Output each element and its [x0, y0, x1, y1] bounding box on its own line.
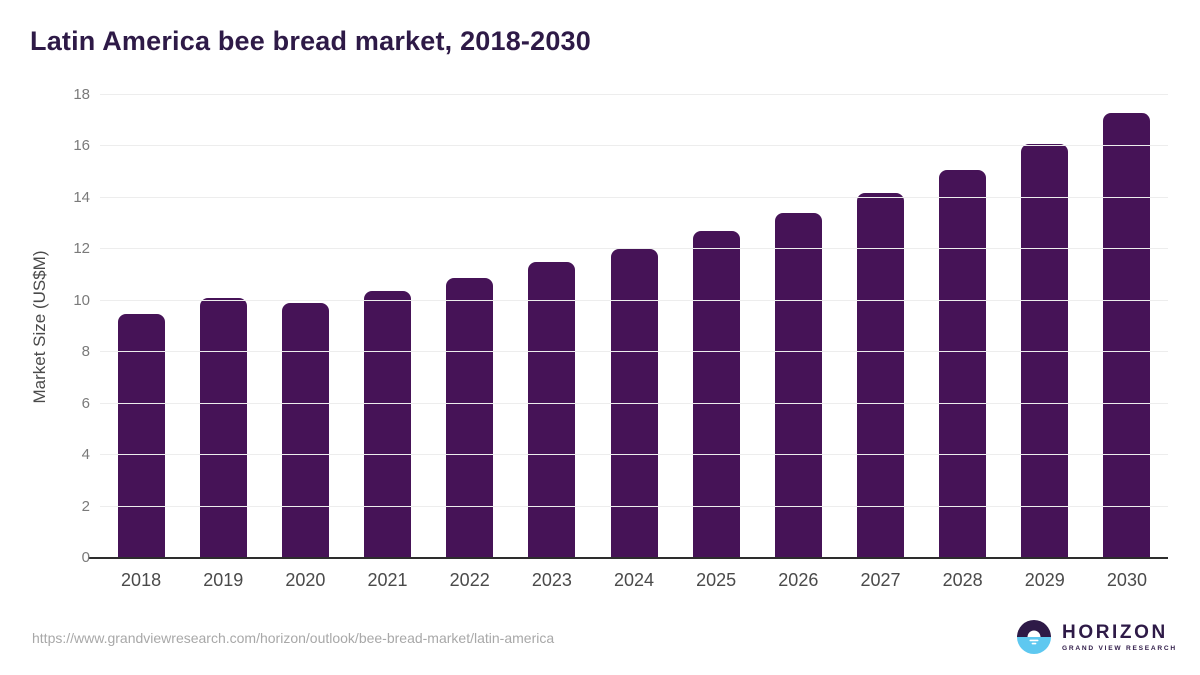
- bar-2020: [281, 303, 329, 558]
- source-url-link[interactable]: https://www.grandviewresearch.com/horizo…: [32, 630, 555, 646]
- gridline-6: [100, 402, 1168, 404]
- bar-2026: [774, 213, 822, 558]
- bar-band-2023: [511, 95, 593, 558]
- bar-band-2021: [346, 95, 428, 558]
- x-axis-line: [88, 557, 1168, 559]
- bar-band-2030: [1086, 95, 1168, 558]
- bar-band-2027: [839, 95, 921, 558]
- gridline-12: [100, 248, 1168, 250]
- horizon-logo-text: HORIZON GRAND VIEW RESEARCH: [1062, 621, 1177, 652]
- x-tick-label-2021: 2021: [367, 570, 408, 590]
- bar-band-2025: [675, 95, 757, 558]
- bar-2021: [364, 290, 412, 558]
- y-tick-label-18: 18: [73, 86, 90, 103]
- bar-2028: [939, 169, 987, 558]
- horizon-logo-icon: [1017, 620, 1051, 654]
- x-tick-label-2027: 2027: [860, 570, 901, 590]
- y-tick-label-14: 14: [73, 188, 90, 206]
- y-tick-label-12: 12: [73, 240, 90, 258]
- chart-title: Latin America bee bread market, 2018-203…: [30, 26, 591, 56]
- bar-2022: [446, 277, 494, 558]
- gridline-4: [100, 454, 1168, 456]
- bar-band-2024: [593, 95, 675, 558]
- bars-container: [100, 95, 1168, 558]
- x-tick-label-2029: 2029: [1024, 570, 1065, 590]
- x-tick-label-2020: 2020: [285, 570, 326, 590]
- gridline-14: [100, 196, 1168, 198]
- gridline-2: [100, 505, 1168, 507]
- x-tick-label-2025: 2025: [696, 570, 737, 590]
- y-tick-label-10: 10: [73, 291, 90, 309]
- gridline-16: [100, 145, 1168, 147]
- horizon-logo[interactable]: HORIZON GRAND VIEW RESEARCH: [1017, 620, 1177, 654]
- bar-2027: [856, 192, 904, 558]
- bar-2018: [117, 313, 165, 558]
- bar-2030: [1103, 113, 1151, 558]
- y-tick-label-16: 16: [73, 137, 90, 155]
- y-tick-label-2: 2: [81, 497, 90, 515]
- x-tick-label-2018: 2018: [121, 570, 162, 590]
- x-tick-label-2028: 2028: [942, 570, 983, 590]
- bar-band-2020: [264, 95, 346, 558]
- bar-band-2022: [429, 95, 511, 558]
- horizon-brand-name: HORIZON: [1062, 621, 1168, 643]
- bar-2023: [528, 262, 576, 558]
- plot-area: 0 2 4 6 8 10 12 14 16 18: [73, 87, 1168, 566]
- x-tick-label-2019: 2019: [203, 570, 244, 590]
- bar-band-2019: [182, 95, 264, 558]
- y-axis-title: Market Size (US$M): [30, 250, 49, 404]
- bar-2029: [1021, 143, 1069, 558]
- bar-band-2026: [757, 95, 839, 558]
- bar-band-2018: [100, 95, 182, 558]
- y-tick-label-8: 8: [81, 343, 90, 361]
- x-tick-label-2026: 2026: [778, 570, 819, 590]
- gridline-8: [100, 351, 1168, 353]
- x-tick-label-2023: 2023: [531, 570, 572, 590]
- horizon-subbrand: GRAND VIEW RESEARCH: [1062, 644, 1177, 652]
- bar-2025: [692, 231, 740, 558]
- bar-2019: [199, 298, 247, 558]
- bar-band-2028: [922, 95, 1004, 558]
- y-tick-label-0: 0: [81, 549, 90, 566]
- x-axis-labels: 2018 2019 2020 2021 2022 2023 2024 2025 2026 2027…: [100, 570, 1168, 591]
- x-tick-label-2022: 2022: [449, 570, 490, 590]
- gridline-18: [100, 94, 1168, 95]
- bar-band-2029: [1004, 95, 1086, 558]
- x-tick-label-2030: 2030: [1106, 570, 1147, 590]
- bar-2024: [610, 249, 658, 558]
- gridline-10: [100, 299, 1168, 301]
- y-tick-label-6: 6: [81, 394, 90, 412]
- x-tick-label-2024: 2024: [613, 570, 655, 590]
- y-tick-label-4: 4: [81, 446, 90, 464]
